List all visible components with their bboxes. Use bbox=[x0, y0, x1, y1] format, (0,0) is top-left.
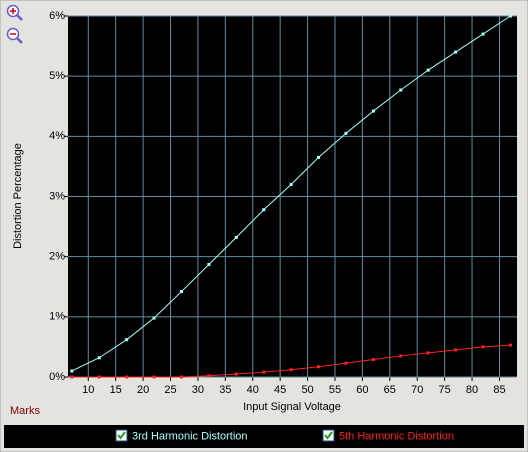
y-axis-label: Distortion Percentage bbox=[12, 143, 24, 249]
x-tick-label: 55 bbox=[329, 384, 341, 396]
data-point bbox=[234, 235, 238, 239]
data-point bbox=[97, 356, 101, 360]
data-point bbox=[426, 68, 430, 72]
data-point bbox=[344, 131, 348, 135]
data-point bbox=[262, 370, 266, 374]
data-point bbox=[344, 361, 348, 365]
data-point bbox=[207, 374, 211, 378]
data-point bbox=[371, 358, 375, 362]
x-tick-label: 20 bbox=[137, 384, 149, 396]
x-tick-label: 35 bbox=[219, 384, 231, 396]
data-point bbox=[70, 375, 74, 379]
x-tick-label: 75 bbox=[439, 384, 451, 396]
data-point bbox=[289, 182, 293, 186]
x-tick-label: 40 bbox=[247, 384, 259, 396]
data-point bbox=[317, 365, 321, 369]
data-point bbox=[481, 32, 485, 36]
y-tick-label: 4% bbox=[49, 130, 65, 142]
x-tick-label: 30 bbox=[192, 384, 204, 396]
data-point bbox=[399, 354, 403, 358]
data-point bbox=[454, 348, 458, 352]
data-point bbox=[179, 375, 183, 379]
data-point bbox=[207, 262, 211, 266]
data-point bbox=[70, 369, 74, 373]
data-point bbox=[426, 351, 430, 355]
x-tick-label: 70 bbox=[411, 384, 423, 396]
x-tick-label: 65 bbox=[384, 384, 396, 396]
data-point bbox=[481, 345, 485, 349]
y-tick-label: 0% bbox=[49, 371, 65, 383]
y-tick-label: 1% bbox=[49, 311, 65, 323]
legend-label[interactable]: 3rd Harmonic Distortion bbox=[132, 430, 248, 442]
x-tick-label: 10 bbox=[82, 384, 94, 396]
x-tick-label: 80 bbox=[466, 384, 478, 396]
data-point bbox=[399, 88, 403, 92]
data-point bbox=[179, 290, 183, 294]
data-point bbox=[234, 372, 238, 376]
legend-label[interactable]: 5th Harmonic Distortion bbox=[339, 430, 454, 442]
legend-check bbox=[117, 431, 126, 440]
data-point bbox=[152, 375, 156, 379]
y-tick-label: 5% bbox=[49, 70, 65, 82]
x-tick-label: 85 bbox=[493, 384, 505, 396]
x-tick-label: 50 bbox=[301, 384, 313, 396]
data-point bbox=[125, 338, 129, 342]
x-tick-label: 60 bbox=[356, 384, 368, 396]
data-point bbox=[125, 375, 129, 379]
zoom-in[interactable] bbox=[6, 4, 23, 21]
x-tick-label: 15 bbox=[110, 384, 122, 396]
data-point bbox=[262, 208, 266, 212]
data-point bbox=[289, 368, 293, 372]
data-point bbox=[371, 109, 375, 113]
data-point bbox=[508, 14, 512, 18]
data-point bbox=[317, 155, 321, 159]
data-point bbox=[97, 375, 101, 379]
x-axis-label: Input Signal Voltage bbox=[243, 401, 341, 413]
data-point bbox=[454, 50, 458, 54]
y-tick-label: 2% bbox=[49, 251, 65, 263]
data-point bbox=[152, 316, 156, 320]
x-tick-label: 25 bbox=[164, 384, 176, 396]
data-point bbox=[508, 343, 512, 347]
zoom-out[interactable] bbox=[6, 27, 23, 44]
legend bbox=[4, 425, 524, 448]
marks-label: Marks bbox=[10, 405, 40, 417]
legend-check bbox=[324, 431, 333, 440]
y-tick-label: 3% bbox=[49, 190, 65, 202]
x-tick-label: 45 bbox=[274, 384, 286, 396]
y-tick-label: 6% bbox=[49, 10, 65, 22]
